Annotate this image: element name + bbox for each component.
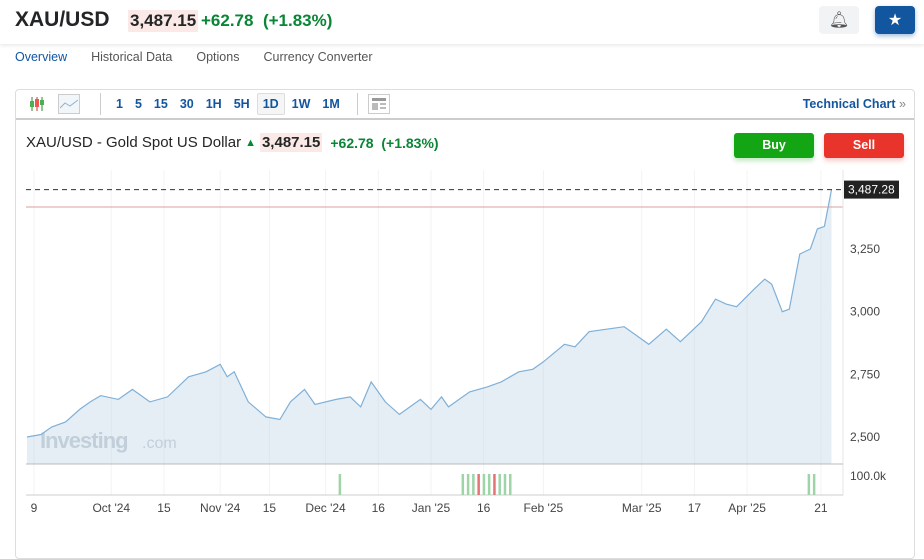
watermark-logo: Investing: [40, 428, 128, 453]
chevron-right-icon: »: [899, 97, 906, 111]
symbol-title: XAU/USD: [15, 8, 110, 31]
toolbar-divider: [356, 93, 358, 115]
price-change: +62.78 (+1.83%): [201, 11, 332, 31]
chart-price: 3,487.15: [259, 133, 323, 152]
change-value: +62.78: [201, 11, 254, 30]
volume-bar: [487, 474, 491, 495]
chart-change-value: +62.78: [330, 134, 374, 151]
volume-bar: [461, 474, 465, 495]
volume-bar: [338, 474, 342, 495]
y-tick-label: 2,750: [850, 367, 880, 381]
volume-tick-label: 100.0k: [850, 469, 887, 483]
quote-header: XAU/USD 3,487.15 +62.78 (+1.83%) 🔔︎ ★: [0, 0, 924, 44]
interval-15[interactable]: 15: [153, 97, 168, 111]
x-tick-label: Oct '24: [92, 501, 130, 515]
price-area: [26, 189, 832, 464]
x-tick-label: Dec '24: [305, 501, 346, 515]
chart-change-pct: (+1.83%): [381, 134, 439, 151]
x-tick-label: 16: [372, 501, 386, 515]
interval-1h[interactable]: 1H: [205, 97, 222, 111]
tab-overview[interactable]: Overview: [15, 50, 68, 64]
x-tick-label: 17: [688, 501, 702, 515]
volume-bar: [509, 474, 512, 495]
instrument-name: XAU/USD - Gold Spot US Dollar: [26, 134, 242, 151]
x-tick-label: Mar '25: [622, 501, 662, 515]
volume-bar: [498, 474, 501, 495]
y-tick-label: 3,000: [850, 305, 880, 319]
last-price-tag: [844, 180, 899, 199]
interval-5[interactable]: 5: [134, 97, 142, 111]
volume-bar: [472, 474, 475, 495]
technical-chart-link[interactable]: Technical Chart »: [803, 97, 906, 111]
candlestick-icon[interactable]: [26, 94, 48, 114]
buy-button[interactable]: Buy: [734, 133, 814, 158]
toolbar-divider: [100, 93, 101, 115]
volume-bar: [493, 474, 496, 495]
x-tick-label: 9: [31, 501, 38, 515]
tab-historical-data[interactable]: Historical Data: [91, 50, 173, 64]
chart-toolbar: 1 5 15 30 1H 5H 1D 1W 1M Technical Chart…: [16, 90, 914, 120]
price-line: [26, 189, 833, 438]
volume-bar: [503, 474, 507, 495]
tab-currency-converter[interactable]: Currency Converter: [263, 50, 373, 64]
volume-bar: [812, 474, 816, 495]
arrow-up-icon: ▲: [245, 136, 256, 149]
x-tick-label: Nov '24: [200, 501, 241, 515]
x-tick-label: Apr '25: [728, 501, 766, 515]
x-tick-label: Feb '25: [524, 501, 564, 515]
area-chart-icon[interactable]: [58, 94, 80, 114]
sell-button[interactable]: Sell: [824, 133, 904, 158]
x-tick-label: 15: [263, 501, 277, 515]
x-tick-label: 16: [477, 501, 491, 515]
x-tick-label: 15: [157, 501, 171, 515]
star-icon: ★: [887, 12, 903, 29]
watchlist-button[interactable]: ★: [875, 6, 915, 34]
last-price: 3,487.15: [128, 10, 199, 32]
interval-1d[interactable]: 1D: [256, 93, 285, 115]
y-tick-label: 3,250: [850, 242, 880, 256]
interval-5h[interactable]: 5H: [233, 97, 250, 111]
chart-widget: 1 5 15 30 1H 5H 1D 1W 1M Technical Chart…: [15, 89, 915, 559]
bell-plus-icon: 🔔︎: [828, 12, 850, 29]
chart-change: +62.78 (+1.83%): [330, 135, 438, 151]
interval-30[interactable]: 30: [179, 97, 194, 111]
chart-title: XAU/USD - Gold Spot US Dollar ▲ 3,487.15…: [26, 133, 439, 152]
volume-bar: [482, 474, 486, 495]
add-alert-button[interactable]: 🔔︎: [819, 6, 859, 34]
watermark-logo-suffix: .com: [142, 435, 177, 452]
nav-tabs: Overview Historical Data Options Currenc…: [15, 50, 373, 64]
x-tick-label: Jan '25: [412, 501, 451, 515]
tab-options[interactable]: Options: [196, 50, 240, 64]
technical-chart-label: Technical Chart: [802, 97, 896, 111]
volume-bar: [807, 474, 811, 495]
interval-1m[interactable]: 1M: [322, 97, 340, 111]
change-pct: (+1.83%): [262, 11, 333, 30]
interval-1[interactable]: 1: [116, 97, 123, 111]
last-price-label: 3,487.28: [848, 183, 895, 197]
volume-bar: [477, 474, 480, 495]
interval-1w[interactable]: 1W: [291, 97, 311, 111]
layout-icon[interactable]: [367, 94, 390, 114]
y-tick-label: 2,500: [850, 430, 880, 444]
volume-bar: [466, 474, 470, 495]
x-tick-label: 21: [814, 501, 828, 515]
